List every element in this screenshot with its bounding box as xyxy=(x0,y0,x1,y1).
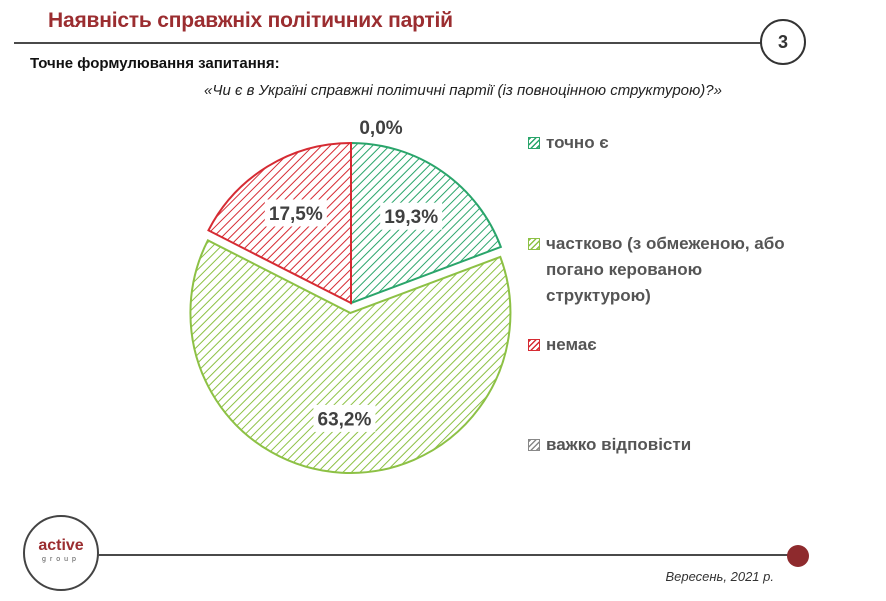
legend-swatch xyxy=(528,439,540,451)
logo-main-text: active xyxy=(38,537,84,554)
legend-label: немає xyxy=(546,335,597,354)
pie-slice-частково-з-обмеженою-або-погано-керованою-структурою- xyxy=(189,239,512,474)
report-date: Вересень, 2021 р. xyxy=(665,569,774,584)
legend-item-точно-є: точно є xyxy=(528,130,609,156)
question-label: Точне формулювання запитання: xyxy=(30,55,280,72)
data-label-bg xyxy=(380,202,443,230)
legend-label: частково (з обмеженою, або погано керова… xyxy=(546,234,785,305)
footer-divider xyxy=(98,554,792,556)
question-text: «Чи є в Україні справжні політичні парті… xyxy=(204,82,722,99)
legend-item-важко-відповісти: важко відповісти xyxy=(528,432,691,458)
legend-item-частково-з-обмеженою-або-погано-керованою-структурою-: частково (з обмеженою, або погано керова… xyxy=(528,231,786,309)
data-label-bg xyxy=(264,199,327,227)
legend-label: важко відповісти xyxy=(546,435,692,454)
data-label-частково-з-обмеженою-або-погано-керованою-структурою-: 63,2% xyxy=(318,409,372,430)
legend-swatch xyxy=(528,339,540,351)
legend-swatch xyxy=(528,238,540,250)
legend-item-немає: немає xyxy=(528,332,597,358)
data-label-важко-відповісти: 0,0% xyxy=(359,118,402,139)
header-divider xyxy=(14,42,762,44)
company-logo: active group xyxy=(23,515,99,591)
logo-sub-text: group xyxy=(42,556,80,563)
data-label-немає: 17,5% xyxy=(269,204,323,225)
legend-label: точно є xyxy=(546,133,609,152)
data-label-bg xyxy=(313,404,376,432)
footer-dot xyxy=(787,545,809,567)
legend-swatch xyxy=(528,137,540,149)
page-title: Наявність справжніх політичних партій xyxy=(48,9,453,32)
data-label-точно-є: 19,3% xyxy=(384,207,438,228)
page-number-badge: 3 xyxy=(760,19,806,65)
